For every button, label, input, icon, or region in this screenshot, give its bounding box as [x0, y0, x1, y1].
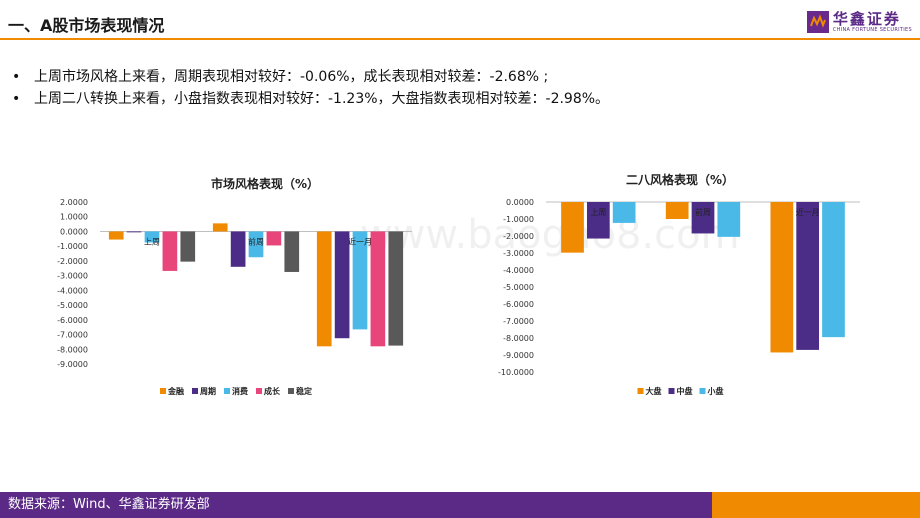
bar-小盘	[822, 202, 845, 338]
y-tick-label: 2.0000	[60, 198, 88, 207]
bar-消费	[144, 231, 160, 243]
y-tick-label: -4.0000	[57, 286, 88, 295]
legend-label: 周期	[200, 386, 216, 396]
legend-swatch	[288, 388, 294, 394]
bar-消费	[248, 231, 264, 258]
bullet-item: • 上周二八转换上来看，小盘指数表现相对较好：-1.23%，大盘指数表现相对较差…	[12, 88, 609, 110]
watermark: www.baogao8.com	[360, 212, 740, 258]
category-label: 上周	[144, 237, 160, 246]
logo-icon	[806, 11, 829, 33]
legend-label: 大盘	[646, 386, 662, 396]
y-tick-label: -2.0000	[503, 232, 534, 241]
bullet-text: 上周市场风格上来看，周期表现相对较好：-0.06%，成长表现相对较差：-2.68…	[34, 69, 549, 85]
category-label: 上周	[590, 208, 606, 217]
legend-swatch	[224, 388, 230, 394]
bar-周期	[334, 231, 350, 339]
y-tick-label: -7.0000	[57, 331, 88, 340]
chart-title: 二八风格表现（%）	[626, 172, 734, 187]
title-divider	[0, 38, 920, 40]
bar-小盘	[612, 202, 636, 223]
bar-稳定	[180, 231, 196, 262]
logo-name-cn: 华鑫证券	[832, 9, 901, 28]
category-label: 近一月	[348, 236, 372, 246]
legend-swatch	[637, 388, 644, 394]
bar-小盘	[717, 202, 741, 237]
summary-bullets: • 上周市场风格上来看，周期表现相对较好：-0.06%，成长表现相对较差：-2.…	[12, 66, 609, 110]
y-tick-label: -8.0000	[57, 345, 88, 354]
data-source: 数据来源：Wind、华鑫证券研发部	[0, 492, 712, 518]
legend-label: 成长	[264, 386, 281, 396]
y-tick-label: -3.0000	[503, 249, 534, 258]
bar-周期	[230, 231, 246, 267]
bar-中盘	[586, 202, 610, 239]
bar-成长	[370, 231, 386, 347]
bar-大盘	[561, 202, 584, 253]
y-tick-label: -3.0000	[57, 272, 88, 281]
legend-swatch	[256, 388, 262, 394]
bar-大盘	[665, 202, 689, 219]
bullet-text: 上周二八转换上来看，小盘指数表现相对较好：-1.23%，大盘指数表现相对较差：-…	[34, 91, 610, 107]
bar-成长	[162, 231, 178, 271]
y-tick-label: -8.0000	[503, 334, 534, 343]
y-tick-label: -10.0000	[498, 368, 534, 377]
company-logo: 华鑫证券 CHINA FORTUNE SECURITIES	[806, 8, 912, 36]
bar-中盘	[796, 202, 820, 350]
size-style-chart: 二八风格表现（%） 0.0000 -1.0000 -2.0000 -3.0000 -4.0…	[498, 172, 860, 396]
bullet-dot-icon: •	[12, 69, 21, 85]
bar-金融	[108, 231, 124, 240]
logo-name-en: CHINA FORTUNE SECURITIES	[832, 26, 912, 33]
bar-金融	[212, 223, 228, 232]
bullet-item: • 上周市场风格上来看，周期表现相对较好：-0.06%，成长表现相对较差：-2.…	[12, 66, 609, 88]
category-label: 前周	[248, 236, 264, 246]
bar-消费	[352, 231, 368, 330]
legend-label: 金融	[167, 386, 184, 396]
y-tick-label: -6.0000	[503, 300, 534, 309]
legend-swatch	[699, 388, 706, 394]
y-tick-label: -5.0000	[57, 301, 88, 310]
y-tick-label: -9.0000	[57, 360, 88, 369]
legend-swatch	[192, 388, 198, 394]
y-tick-label: -5.0000	[503, 283, 534, 292]
y-tick-label: -1.0000	[57, 242, 88, 251]
legend-label: 消费	[232, 386, 248, 396]
market-style-chart: 市场风格表现（%） 2.0000 1.0000 0.0000 -1.0000 -2.000…	[57, 176, 412, 396]
y-tick-label: -1.0000	[503, 215, 534, 224]
y-tick-label: -6.0000	[57, 316, 88, 325]
chart-title: 市场风格表现（%）	[211, 176, 319, 191]
bar-周期	[126, 231, 142, 233]
y-tick-label: -2.0000	[57, 257, 88, 266]
footer-accent	[712, 492, 920, 518]
category-label: 近一月	[796, 207, 820, 217]
bullet-dot-icon: •	[12, 91, 21, 107]
y-tick-label: 0.0000	[506, 198, 534, 207]
bar-金融	[316, 231, 332, 347]
y-tick-label: -9.0000	[503, 351, 534, 360]
page-title: 一、A股市场表现情况	[8, 16, 165, 35]
legend-label: 稳定	[296, 386, 312, 396]
legend-swatch	[160, 388, 166, 394]
bar-成长	[266, 231, 282, 246]
footer-bar: 数据来源：Wind、华鑫证券研发部	[0, 492, 920, 518]
bar-大盘	[770, 202, 794, 353]
y-tick-label: -7.0000	[503, 317, 534, 326]
bar-稳定	[388, 231, 404, 346]
bar-稳定	[284, 231, 300, 272]
y-tick-label: 0.0000	[60, 227, 88, 236]
legend-label: 小盘	[707, 386, 724, 396]
bar-中盘	[691, 202, 715, 234]
y-tick-label: -4.0000	[503, 266, 534, 275]
category-label: 前周	[695, 207, 711, 217]
legend-swatch	[668, 388, 675, 394]
y-tick-label: 1.0000	[60, 213, 88, 222]
legend-label: 中盘	[677, 386, 693, 396]
